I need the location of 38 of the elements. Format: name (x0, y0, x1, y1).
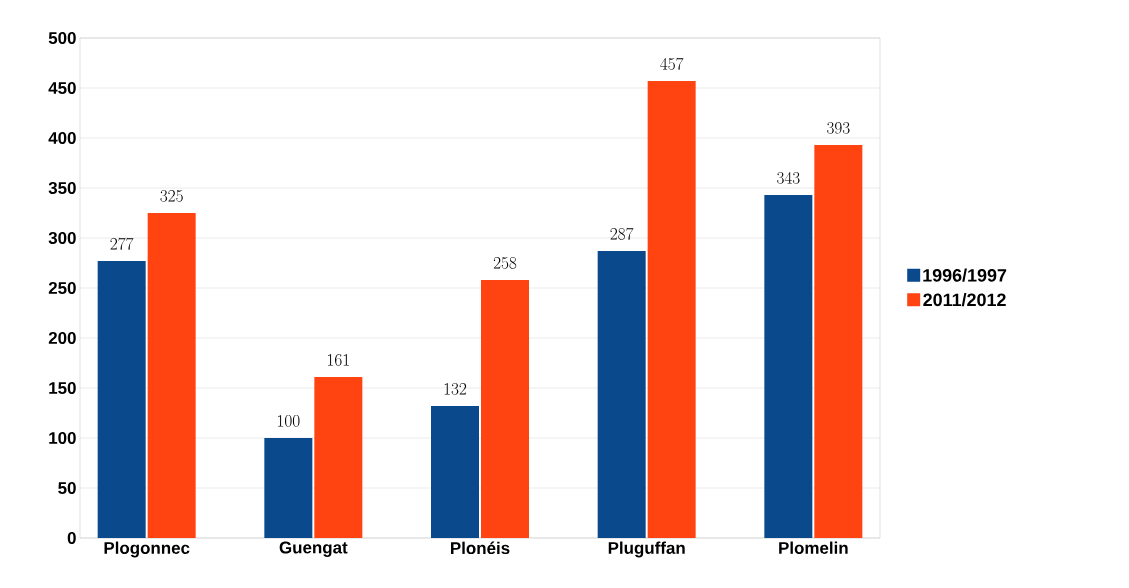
bar (764, 195, 813, 538)
x-tick-label: Guengat (279, 541, 348, 557)
data-label: 393 (827, 122, 850, 134)
y-tick-label: 200 (48, 332, 76, 344)
y-tick-label: 500 (48, 32, 76, 44)
x-tick-label: Plomelin (779, 541, 848, 554)
data-label: 325 (160, 190, 183, 202)
y-tick-label: 150 (49, 382, 76, 394)
data-label: 258 (493, 257, 517, 269)
y-tick-label: 350 (48, 181, 76, 194)
bar (814, 145, 863, 538)
y-tick-label: 450 (48, 82, 76, 94)
bar (647, 81, 696, 538)
y-tick-label: 250 (48, 282, 76, 294)
legend-label: 1996/1997 (923, 268, 1007, 282)
y-tick-label: 100 (49, 432, 76, 444)
bar (597, 251, 646, 538)
data-label: 277 (110, 237, 134, 250)
bar (147, 213, 196, 538)
data-label: 100 (278, 415, 300, 427)
bar (481, 280, 529, 538)
data-label: 132 (444, 383, 467, 395)
data-label: 343 (777, 171, 800, 184)
bar (97, 261, 146, 538)
y-tick-label: 400 (48, 132, 76, 144)
legend-label: 2011/2012 (923, 292, 1006, 307)
y-tick-label: 50 (58, 482, 76, 494)
x-tick-label: Plogonnec (104, 541, 190, 558)
x-tick-label: Plonéis (451, 541, 510, 555)
bar (314, 377, 363, 538)
data-label: 161 (327, 354, 349, 366)
x-tick-label: Pluguffan (608, 541, 685, 558)
bar (264, 438, 313, 538)
data-label: 457 (660, 57, 684, 70)
data-label: 287 (610, 227, 634, 240)
y-tick-label: 300 (48, 231, 76, 244)
bar (431, 406, 480, 538)
y-tick-label: 0 (67, 532, 76, 544)
